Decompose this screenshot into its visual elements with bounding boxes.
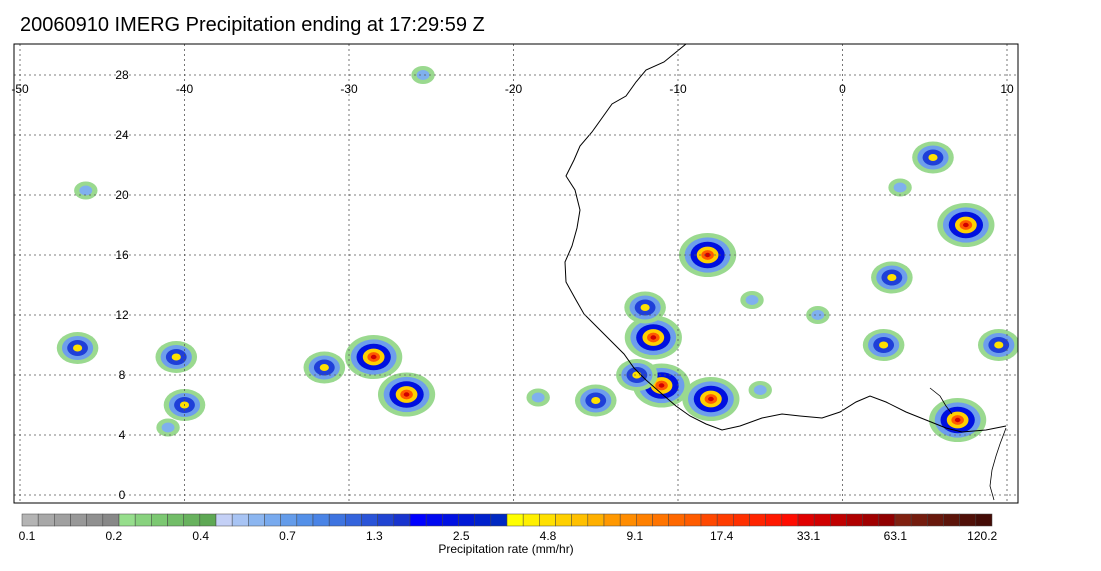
colorbar-label: Precipitation rate (mm/hr) [438,542,573,556]
precip-cell [74,181,98,200]
latitude-label: 12 [115,308,129,322]
latitude-label: 4 [119,428,126,442]
precip-cell [679,233,737,277]
colorbar-tick-label: 63.1 [884,529,908,543]
precip-contour [658,383,665,388]
precip-cell [624,291,666,324]
colorbar-tick-label: 2.5 [453,529,470,543]
precip-cell [155,341,198,373]
precip-contour [161,422,175,433]
precip-cell [574,384,617,417]
precip-contour [370,354,377,360]
precipitation-map: -50 -40 -30 -20 -10 0 10 28 24 20 16 12 8 4 0 [11,43,1019,504]
precip-cell [616,359,658,391]
precip-contour [403,392,410,397]
precip-cell [748,381,772,399]
longitude-label: 10 [1000,82,1014,96]
precip-contour [79,185,93,196]
precip-cell [345,335,403,379]
longitude-label: -10 [669,82,687,96]
precip-cell [56,332,99,364]
longitude-label: -20 [505,82,523,96]
precip-cell [624,315,682,360]
latitude-label: 8 [119,368,126,382]
precip-cell [806,306,830,324]
colorbar-tick-label: 1.3 [366,529,383,543]
precip-cell [929,398,987,442]
colorbar-tick-label: 0.1 [19,529,36,543]
precip-contour [879,341,889,349]
colorbar-tick-label: 9.1 [627,529,644,543]
colorbar-tick-label: 0.4 [192,529,209,543]
precipitation-layer [56,66,1018,442]
precip-contour [591,396,601,405]
colorbar-tick-label: 33.1 [797,529,821,543]
precip-contour [811,310,825,320]
precip-contour [704,252,711,258]
precip-contour [708,396,714,402]
precip-contour [650,335,657,340]
colorbar-tick-label: 0.2 [105,529,122,543]
colorbar-tick-label: 4.8 [540,529,557,543]
precip-cell [682,377,740,421]
precip-contour [72,344,83,352]
precip-contour [887,273,897,282]
map-background [14,44,1018,503]
colorbar-tick-label: 120.2 [967,529,997,543]
precip-contour [963,222,969,228]
coastline-layer [564,44,1007,501]
precip-cell [411,66,435,84]
latitude-label: 16 [115,248,129,262]
precip-cell [526,388,550,407]
map-grid [14,44,1018,503]
latitude-label: 28 [115,68,129,82]
precip-cell [912,141,954,174]
precip-cell [937,203,995,247]
longitude-label: -50 [11,82,29,96]
latitude-labels: 28 24 20 16 12 8 4 0 [115,68,129,502]
gulf-guinea-coast [989,427,1007,501]
precip-contour [319,363,329,372]
precip-cell [888,178,912,197]
precip-cell [377,372,436,417]
precip-contour [954,417,961,423]
latitude-label: 20 [115,188,129,202]
precip-contour [531,392,545,403]
precip-contour [753,385,767,395]
latitude-label: 0 [119,488,126,502]
precip-cell [740,291,764,309]
precip-contour [893,182,907,193]
longitude-label: -30 [340,82,358,96]
precip-contour [928,153,938,162]
longitude-label: -40 [176,82,194,96]
precip-contour [171,353,181,361]
precip-cell [156,418,180,437]
africa-coastline [564,44,1007,433]
latitude-label: 24 [115,128,129,142]
map-frame [13,43,1019,504]
colorbar-tick-label: 17.4 [710,529,734,543]
longitude-label: 0 [839,82,846,96]
precip-cell [977,329,1018,361]
colorbar-tick-labels: 0.1 0.2 0.4 0.7 1.3 2.5 4.8 9.1 17.4 33.1 63.1 120.… [19,529,998,543]
precip-contour [416,70,430,80]
precip-cell [862,329,905,361]
precip-contour [640,303,650,312]
longitude-labels: -50 -40 -30 -20 -10 0 10 [11,82,1014,96]
colorbar-tick-label: 0.7 [279,529,296,543]
niger-delta-inlet [929,387,953,415]
precip-cell [303,351,346,384]
precip-cell [871,261,913,294]
precip-contour [745,295,759,305]
precip-contour [994,341,1004,349]
map-title: 20060910 IMERG Precipitation ending at 1… [20,14,485,36]
